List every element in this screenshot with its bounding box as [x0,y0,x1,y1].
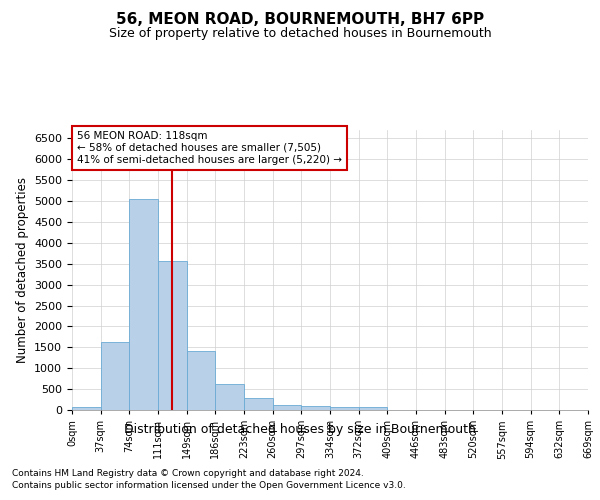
Bar [215,384,244,410]
Bar [330,407,359,410]
Text: 56 MEON ROAD: 118sqm
← 58% of detached houses are smaller (7,505)
41% of semi-de: 56 MEON ROAD: 118sqm ← 58% of detached h… [77,132,342,164]
Bar [187,352,215,410]
Bar [301,406,330,410]
Text: Size of property relative to detached houses in Bournemouth: Size of property relative to detached ho… [109,28,491,40]
Text: Contains HM Land Registry data © Crown copyright and database right 2024.: Contains HM Land Registry data © Crown c… [12,468,364,477]
Y-axis label: Number of detached properties: Number of detached properties [16,177,29,363]
Bar [244,398,272,410]
Text: Distribution of detached houses by size in Bournemouth: Distribution of detached houses by size … [124,422,476,436]
Bar [72,407,101,410]
Bar [158,261,187,410]
Bar [359,407,388,410]
Text: Contains public sector information licensed under the Open Government Licence v3: Contains public sector information licen… [12,481,406,490]
Bar [272,404,301,410]
Text: 56, MEON ROAD, BOURNEMOUTH, BH7 6PP: 56, MEON ROAD, BOURNEMOUTH, BH7 6PP [116,12,484,28]
Bar [130,199,158,410]
Bar [101,342,130,410]
